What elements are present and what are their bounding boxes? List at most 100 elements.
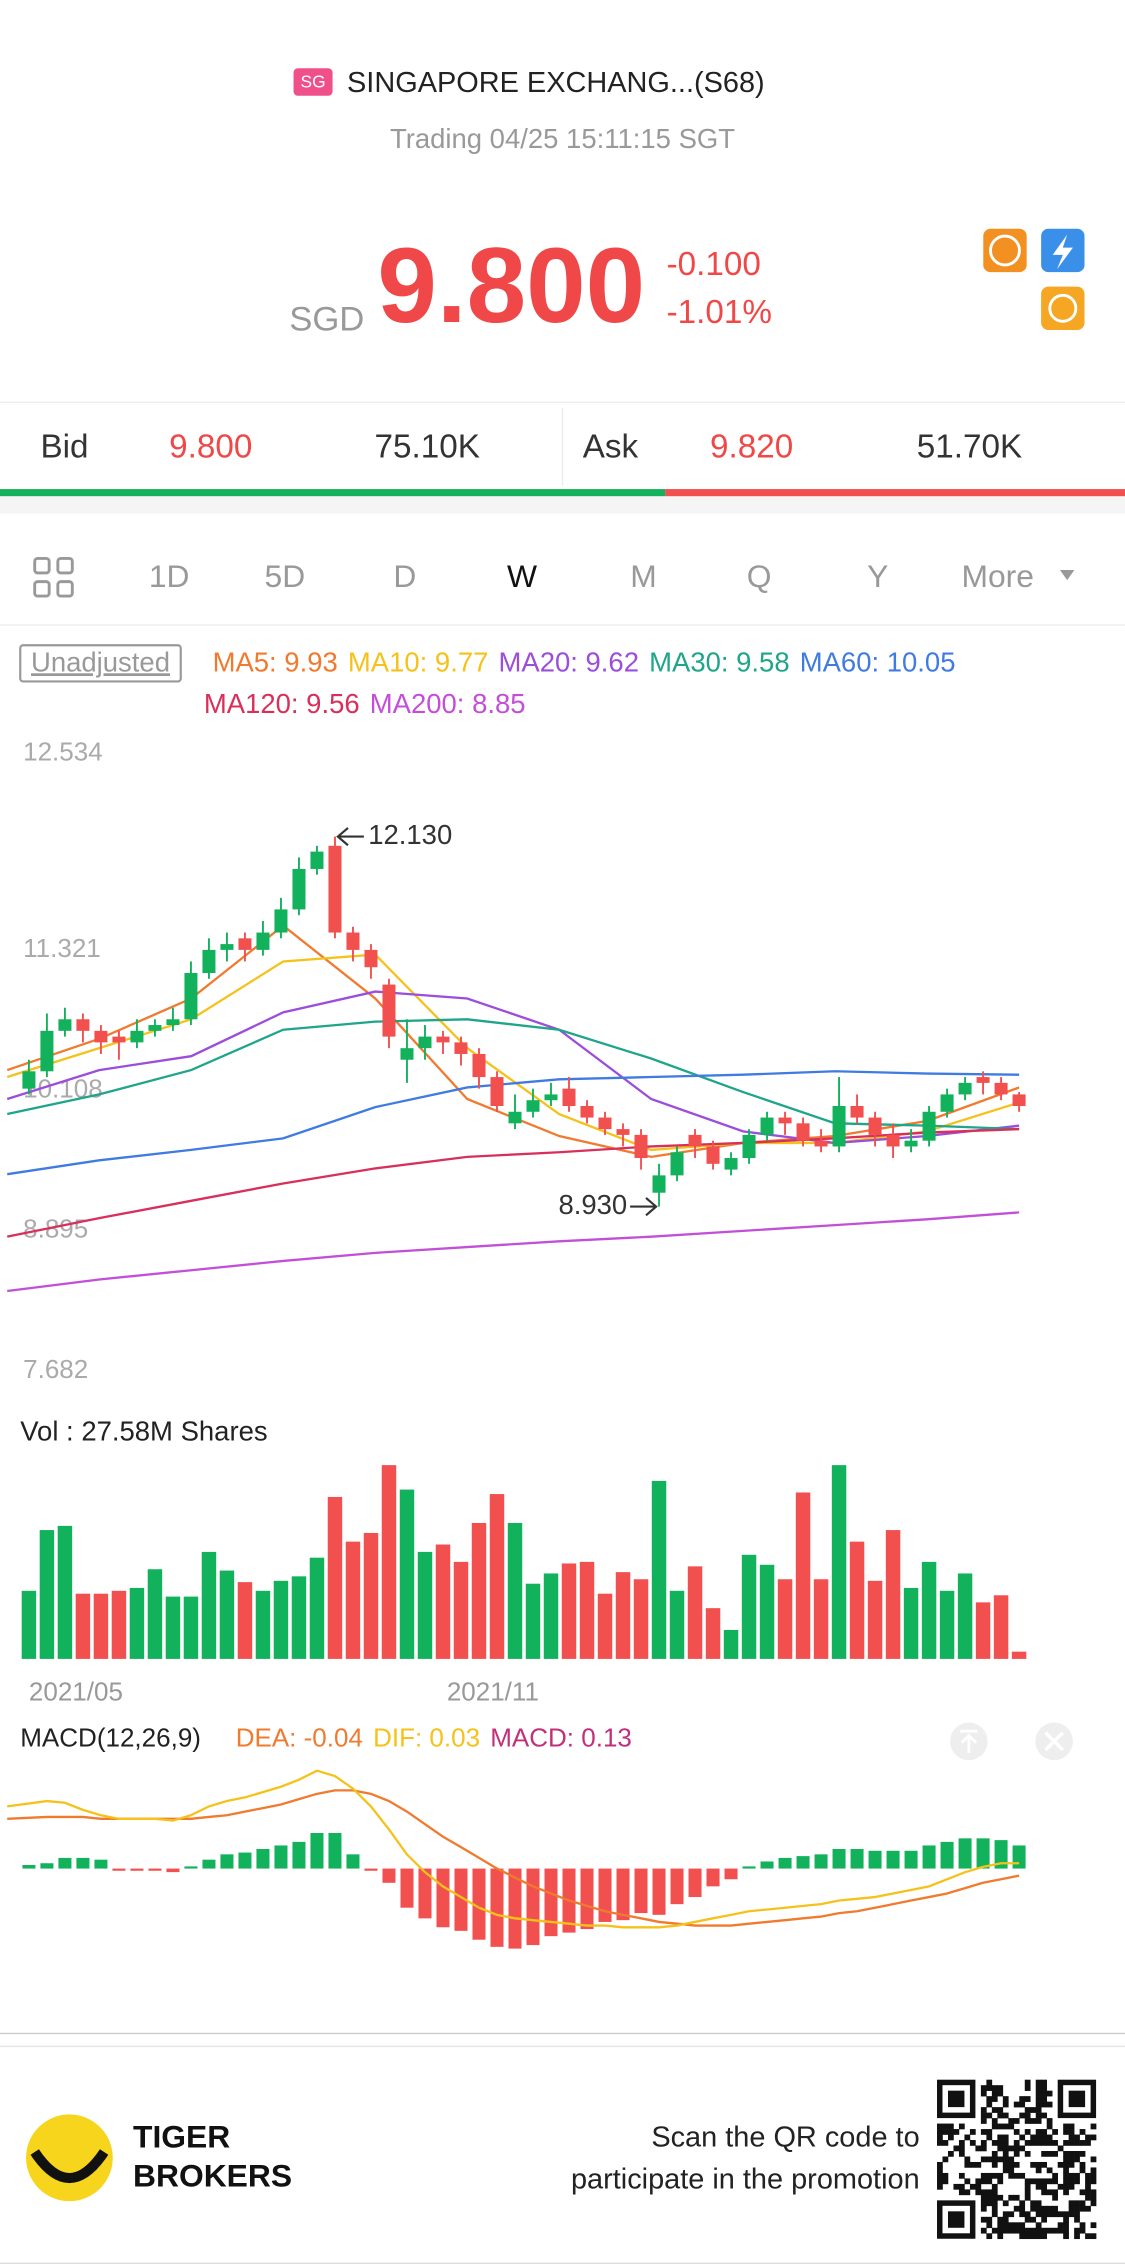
- spacer: [0, 496, 1125, 514]
- qr-module: [1041, 2189, 1048, 2196]
- qr-module: [991, 2211, 998, 2218]
- close-glyph: [1044, 1731, 1065, 1752]
- tab[interactable]: 1D: [149, 558, 190, 594]
- qr-module: [1024, 2183, 1031, 2190]
- candle-body: [184, 973, 198, 1020]
- qr-module: [1046, 2101, 1053, 2108]
- qr-module: [1013, 2161, 1020, 2168]
- pin-glyph: [960, 1729, 978, 1753]
- qr-module: [1024, 2211, 1031, 2218]
- y-tick-label: 12.534: [23, 737, 103, 767]
- tab[interactable]: M: [630, 558, 657, 594]
- qr-module: [1024, 2085, 1031, 2091]
- tab[interactable]: Q: [747, 558, 772, 594]
- macd-bar: [76, 1857, 90, 1869]
- qr-module: [958, 2150, 965, 2157]
- qr-module: [1030, 2205, 1037, 2212]
- qr-module: [1002, 2145, 1009, 2152]
- brand-name: TIGER: [133, 2118, 230, 2154]
- qr-module: [1079, 2129, 1086, 2135]
- qr-module: [1046, 2227, 1053, 2234]
- tab[interactable]: 5D: [265, 558, 306, 594]
- tab[interactable]: W: [507, 558, 537, 594]
- qr-module: [1041, 2085, 1048, 2091]
- high-label: 12.130: [368, 819, 452, 850]
- candle-body: [598, 1117, 612, 1130]
- layout-icon[interactable]: [33, 557, 74, 598]
- volume-bar: [21, 1590, 37, 1659]
- qr-module: [1041, 2140, 1048, 2146]
- volume-bar: [309, 1557, 325, 1659]
- qr-module: [1052, 2194, 1058, 2201]
- volume-bar: [669, 1590, 685, 1659]
- qr-module: [1063, 2156, 1069, 2163]
- tab[interactable]: D: [393, 558, 416, 594]
- adjust-label[interactable]: Unadjusted: [31, 646, 170, 677]
- volume-bar: [417, 1551, 433, 1659]
- qr-module: [997, 2178, 1004, 2185]
- qr-module: [986, 2200, 993, 2207]
- qr-module: [1035, 2079, 1042, 2086]
- qr-module: [1079, 2140, 1086, 2146]
- qr-module: [1068, 2123, 1075, 2130]
- y-tick-label: 10.108: [23, 1073, 103, 1103]
- tab[interactable]: Y: [867, 558, 888, 594]
- qr-module: [986, 2156, 993, 2163]
- volume-bar: [255, 1590, 271, 1659]
- qr-module: [1046, 2123, 1053, 2130]
- qr-module: [1019, 2172, 1026, 2179]
- volume-bar: [75, 1593, 91, 1659]
- macd-bar: [1012, 1845, 1026, 1869]
- macd-bar: [130, 1868, 144, 1871]
- macd-bar: [454, 1868, 468, 1931]
- qr-module: [1085, 2205, 1091, 2212]
- qr-module: [1046, 2090, 1053, 2097]
- candle-body: [112, 1036, 126, 1043]
- qr-module: [1074, 2227, 1080, 2234]
- candle-body: [796, 1123, 810, 1141]
- qr-module: [969, 2161, 976, 2168]
- qr-module: [1035, 2134, 1042, 2141]
- market-badge: [293, 68, 333, 96]
- stock-title[interactable]: SINGAPORE EXCHANG...(S68): [347, 67, 765, 99]
- ma-legend: MA60: 10.05: [800, 646, 956, 677]
- candle-body: [688, 1134, 702, 1147]
- adjust-box[interactable]: [19, 644, 182, 683]
- qr-module: [1002, 2161, 1009, 2168]
- volume-bar: [597, 1593, 613, 1659]
- candle-body: [148, 1025, 162, 1031]
- qr-module: [1068, 2150, 1075, 2157]
- qr-module: [1074, 2233, 1080, 2240]
- qr-module: [1079, 2227, 1086, 2234]
- qr-module: [964, 2189, 971, 2196]
- qr-module: [1019, 2200, 1026, 2207]
- qr-module: [1002, 2156, 1009, 2163]
- tab[interactable]: More: [962, 558, 1034, 594]
- qr-module: [1085, 2140, 1091, 2146]
- volume-bar: [183, 1596, 199, 1659]
- qr-module: [937, 2161, 943, 2168]
- qr-module: [1079, 2205, 1086, 2212]
- qr-module: [1013, 2150, 1020, 2157]
- volume-bar: [1011, 1651, 1027, 1659]
- qr-module: [1052, 2211, 1058, 2218]
- volume-bar: [831, 1465, 847, 1659]
- x-label: 2021/11: [447, 1676, 539, 1706]
- qr-module: [1068, 2156, 1075, 2163]
- macd-bar: [724, 1868, 738, 1880]
- qr-module: [997, 2156, 1004, 2163]
- qr-module: [991, 2107, 998, 2113]
- qr-module: [1002, 2150, 1009, 2157]
- qr-module: [1002, 2200, 1009, 2207]
- qr-module: [969, 2183, 976, 2190]
- macd-bar: [202, 1859, 216, 1869]
- qr-module: [1074, 2205, 1080, 2212]
- qr-module: [997, 2140, 1004, 2146]
- icon-yellow[interactable]: [1041, 286, 1085, 331]
- ma-legend: MA10: 9.77: [348, 646, 488, 677]
- x-label: 2021/05: [29, 1676, 123, 1706]
- qr-module: [1013, 2205, 1020, 2212]
- qr-module: [986, 2112, 993, 2119]
- volume-bar: [543, 1573, 559, 1659]
